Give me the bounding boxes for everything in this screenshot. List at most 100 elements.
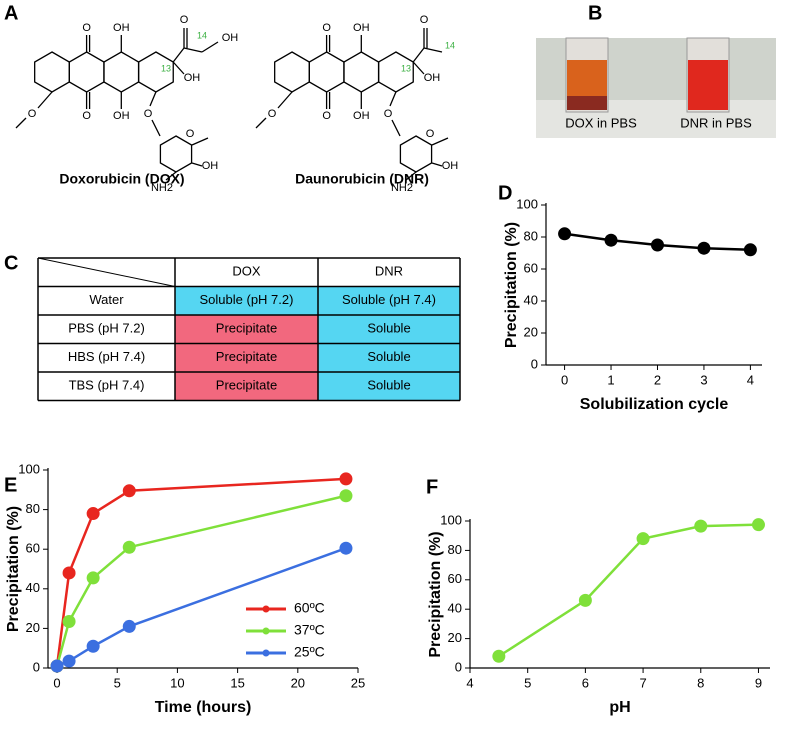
- y-tick-label: 100: [440, 512, 462, 527]
- carbon-number: 14: [197, 30, 207, 40]
- carbon-number: 13: [401, 63, 411, 73]
- data-point: [86, 639, 100, 653]
- table-cell: [175, 315, 318, 344]
- data-line: [498, 523, 759, 658]
- atom-label: O: [82, 22, 91, 34]
- x-tick-label: 7: [639, 675, 646, 690]
- data-point: [86, 507, 100, 521]
- cell-text: Soluble: [367, 349, 410, 364]
- atom-label: OH: [222, 32, 239, 44]
- bond: [412, 61, 425, 75]
- atom-label: O: [28, 108, 37, 120]
- molecule-name: Daunorubicin (DNR): [295, 171, 429, 187]
- bond: [412, 47, 425, 63]
- x-tick-label: 9: [755, 675, 762, 690]
- y-tick-label: 100: [516, 196, 538, 211]
- legend-label: 37ºC: [294, 622, 325, 638]
- legend-marker: [262, 627, 270, 635]
- vial-liquid: [688, 60, 728, 110]
- data-point: [86, 571, 100, 585]
- x-tick-label: 4: [747, 372, 754, 387]
- x-tick-label: 1: [607, 372, 614, 387]
- y-tick-label: 0: [33, 659, 40, 674]
- y-axis-label: Precipitation (%): [5, 506, 22, 632]
- y-tick-label: 80: [26, 501, 40, 516]
- bond: [37, 91, 53, 109]
- atom-label: O: [180, 14, 189, 26]
- y-axis-label: Precipitation (%): [427, 531, 444, 657]
- data-point: [122, 619, 136, 633]
- row-header: TBS (pH 7.4): [69, 378, 145, 393]
- y-tick-label: 20: [26, 620, 40, 635]
- y-tick-label: 80: [448, 542, 462, 557]
- atom-label: OH: [113, 110, 130, 122]
- column-header: DNR: [375, 264, 403, 279]
- y-tick-label: 0: [531, 356, 538, 371]
- bond: [405, 171, 417, 181]
- row-header: Water: [89, 292, 124, 307]
- data-point: [694, 519, 708, 533]
- ring: [343, 51, 380, 93]
- table-cell: [318, 286, 460, 315]
- table-cell: [318, 315, 460, 344]
- y-tick-label: 100: [18, 461, 40, 476]
- table-cell: [175, 372, 318, 401]
- y-tick-label: 40: [448, 601, 462, 616]
- data-point: [339, 489, 353, 503]
- data-line: [55, 494, 347, 667]
- x-tick-label: 25: [351, 675, 365, 690]
- panel-label: D: [498, 182, 512, 204]
- precipitate: [567, 96, 607, 110]
- table-cell: [175, 286, 318, 315]
- ring: [308, 51, 345, 93]
- x-tick-label: 15: [230, 675, 244, 690]
- y-axis-label: Precipitation (%): [503, 222, 520, 348]
- photo-caption: DOX in PBS: [565, 115, 637, 130]
- table-cell: [318, 372, 460, 401]
- y-tick-label: 40: [26, 580, 40, 595]
- atom-label: O: [82, 110, 91, 122]
- bond: [172, 61, 185, 75]
- molecule: O OH O OH O O 13 14 OH OH O O OH NH2: [15, 14, 239, 194]
- y-tick-label: 60: [448, 571, 462, 586]
- ring: [68, 51, 105, 93]
- row-header: PBS (pH 7.2): [68, 321, 145, 336]
- bond: [201, 41, 219, 53]
- y-tick-label: 80: [524, 228, 538, 243]
- atom-label: OH: [353, 110, 370, 122]
- y-tick-label: 20: [524, 324, 538, 339]
- cell-text: Precipitate: [216, 321, 277, 336]
- data-point: [650, 238, 664, 252]
- y-tick-label: 60: [26, 541, 40, 556]
- x-tick-label: 2: [654, 372, 661, 387]
- photo: [536, 37, 776, 138]
- bond: [255, 117, 267, 129]
- atom-label: OH: [184, 72, 201, 84]
- bond: [277, 91, 293, 109]
- data-point: [62, 566, 76, 580]
- bond: [172, 47, 185, 63]
- atom-label: NH2: [391, 182, 413, 194]
- molecule: O OH O OH O O 13 14 OH O O OH NH2: [255, 14, 459, 194]
- panel-label: E: [4, 474, 17, 496]
- atom-label: O: [426, 128, 435, 140]
- photo-caption: DNR in PBS: [680, 115, 752, 130]
- column-header: DOX: [232, 264, 261, 279]
- bond: [191, 137, 209, 146]
- atom-label: O: [322, 110, 331, 122]
- x-axis-label: pH: [609, 699, 630, 716]
- data-point: [492, 649, 506, 663]
- carbon-number: 14: [445, 40, 455, 50]
- atom-label: OH: [442, 160, 459, 172]
- bond: [423, 47, 443, 53]
- x-tick-label: 4: [466, 675, 473, 690]
- data-point: [62, 654, 76, 668]
- x-tick-label: 6: [582, 675, 589, 690]
- x-axis-label: Time (hours): [155, 699, 252, 716]
- bond: [191, 162, 203, 167]
- x-tick-label: 5: [524, 675, 531, 690]
- bond: [391, 119, 401, 137]
- ring: [274, 51, 310, 93]
- bond: [149, 91, 157, 107]
